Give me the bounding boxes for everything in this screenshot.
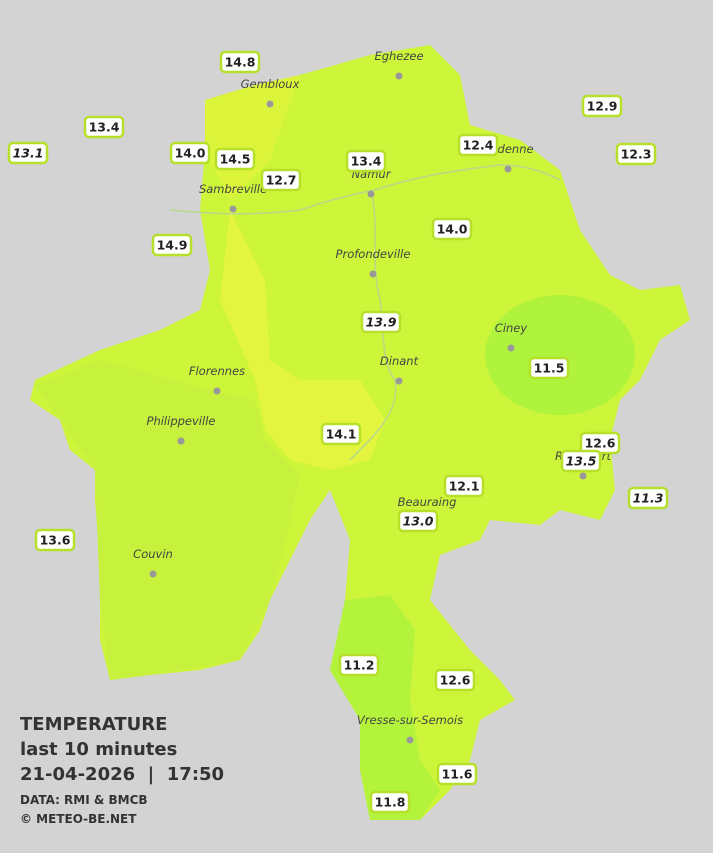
station-box (360, 310, 402, 334)
town-label: Sambreville (199, 182, 267, 196)
station-value: 13.4 (89, 120, 120, 135)
legend-subtitle: last 10 minutes (20, 739, 177, 760)
station-box (627, 486, 669, 510)
station-value: 14.5 (220, 152, 251, 167)
town-dot (504, 165, 512, 173)
station-value: 12.9 (587, 99, 618, 114)
station-value: 11.2 (344, 658, 375, 673)
station-box (369, 790, 411, 814)
legend-credits: © METEO-BE.NET (20, 812, 137, 826)
town-dot (213, 387, 221, 395)
station-box (431, 217, 473, 241)
station-value: 13.4 (351, 154, 382, 169)
town-label: Couvin (133, 547, 173, 561)
town-dot (177, 437, 185, 445)
station-box (83, 115, 125, 139)
station-value: 14.9 (157, 238, 188, 253)
legend-datetime: 21-04-2026 | 17:50 (20, 764, 224, 785)
town-dot (369, 270, 377, 278)
station-value: 11.6 (442, 767, 473, 782)
river (169, 164, 561, 215)
station-box (7, 141, 49, 165)
town-dot (149, 570, 157, 578)
station-box (560, 449, 602, 473)
station-value: 14.0 (175, 146, 206, 161)
station-value: 12.1 (449, 479, 480, 494)
station-box (219, 50, 261, 74)
station-value: 12.3 (621, 147, 652, 162)
town-label: Profondeville (336, 247, 411, 261)
town-label: Dinant (380, 354, 419, 368)
station-value: 11.5 (534, 361, 565, 376)
station-value: 12.4 (463, 138, 494, 153)
station-box (615, 142, 657, 166)
town-label: Philippeville (147, 414, 216, 428)
station-value: 13.5 (566, 454, 597, 469)
legend-title: TEMPERATURE (20, 714, 167, 735)
station-value: 14.0 (437, 222, 468, 237)
town-label: Beauraing (398, 495, 457, 509)
town-label: Eghezee (374, 49, 423, 63)
station-box (34, 528, 76, 552)
station-value: 12.7 (266, 173, 297, 188)
station-box (345, 149, 387, 173)
town-label: Florennes (189, 364, 245, 378)
station-value: 11.3 (633, 491, 664, 506)
station-box (338, 653, 380, 677)
station-value: 13.6 (40, 533, 71, 548)
station-box (169, 141, 211, 165)
cool-zone (330, 595, 440, 820)
town-dot (266, 100, 274, 108)
station-box (457, 133, 499, 157)
station-value: 14.1 (326, 427, 357, 442)
cool-zone (35, 360, 300, 680)
town-dot (229, 205, 237, 213)
station-box (214, 147, 256, 171)
warm-zone (220, 210, 385, 470)
town-dot (579, 472, 587, 480)
station-value: 12.6 (440, 673, 471, 688)
town-label: Ciney (495, 321, 528, 335)
station-box (528, 356, 570, 380)
station-box (260, 168, 302, 192)
town-label: Gembloux (241, 77, 300, 91)
town-dot (507, 344, 515, 352)
station-value: 11.8 (375, 795, 406, 810)
station-box (434, 668, 476, 692)
station-value: 13.1 (13, 146, 44, 161)
station-value: 13.9 (366, 315, 397, 330)
town-dot (367, 190, 375, 198)
town-dot (406, 736, 414, 744)
station-box (151, 233, 193, 257)
town-dot (395, 377, 403, 385)
station-value: 14.8 (225, 55, 256, 70)
station-box (320, 422, 362, 446)
legend-source: DATA: RMI & BMCB (20, 793, 148, 807)
station-box (443, 474, 485, 498)
river (349, 189, 397, 461)
cool-zone (485, 295, 635, 415)
station-box (436, 762, 478, 786)
town-dot (395, 72, 403, 80)
town-label: Vresse-sur-Semois (357, 713, 463, 727)
station-value: 13.0 (403, 514, 434, 529)
station-value: 12.6 (585, 436, 616, 451)
station-box (581, 94, 623, 118)
station-box (397, 509, 439, 533)
